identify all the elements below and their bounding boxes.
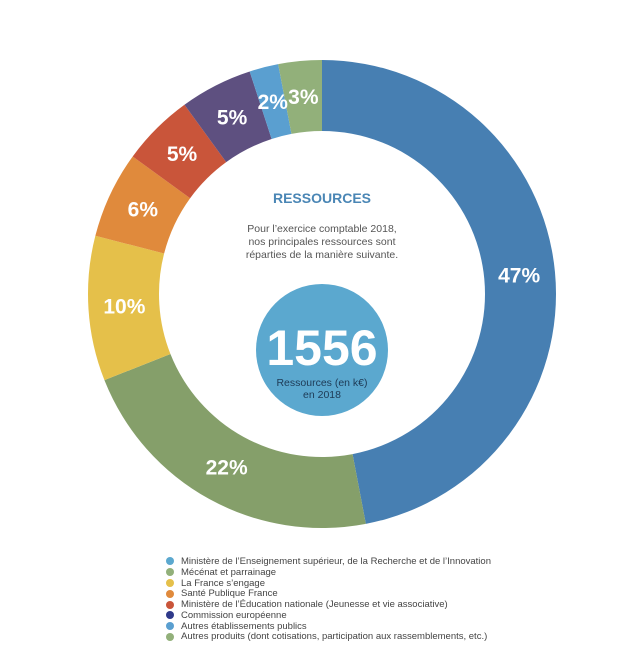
legend-dot bbox=[166, 557, 174, 566]
legend-item: La France s’engage bbox=[166, 578, 491, 589]
slice-value-label: 3% bbox=[288, 86, 319, 109]
intro-line-1: Pour l’exercice comptable 2018, bbox=[247, 223, 396, 235]
total-circle bbox=[256, 284, 388, 416]
donut-slices bbox=[87, 59, 557, 528]
legend-item: Ministère de l’Éducation nationale (Jeun… bbox=[166, 599, 491, 610]
legend-label: Mécénat et parrainage bbox=[181, 566, 277, 578]
total-value: 1556 bbox=[266, 320, 377, 376]
intro-line-2: nos principales ressources sont bbox=[248, 236, 395, 248]
intro-line-3: réparties de la manière suivante. bbox=[246, 249, 398, 261]
legend-item: Commission européenne bbox=[166, 610, 491, 621]
chart-heading: RESSOURCES bbox=[273, 190, 371, 206]
donut-slice bbox=[322, 59, 557, 524]
donut-slice bbox=[249, 64, 292, 139]
legend-label: La France s’engage bbox=[181, 577, 265, 589]
legend-item: Mécénat et parrainage bbox=[166, 567, 491, 578]
legend-dot bbox=[166, 632, 174, 641]
slice-value-label: 10% bbox=[103, 295, 145, 318]
legend-label: Autres produits (dont cotisations, parti… bbox=[181, 631, 488, 643]
slice-value-label: 6% bbox=[128, 199, 159, 222]
legend-dot bbox=[166, 600, 174, 609]
legend-item: Santé Publique France bbox=[166, 588, 491, 599]
legend-dot bbox=[166, 589, 174, 598]
legend-item: Ministère de l’Enseignement supérieur, d… bbox=[166, 556, 491, 567]
donut-chart: 47% 22% 10% 6% 5% 5% 2% 3% RESSOURCES Pour l’ex… bbox=[87, 59, 557, 528]
legend-label: Autres établissements publics bbox=[181, 620, 307, 632]
legend-item: Autres produits (dont cotisations, parti… bbox=[166, 631, 491, 643]
legend-dot bbox=[166, 568, 174, 577]
slice-value-label: 2% bbox=[258, 91, 289, 114]
legend-dot bbox=[166, 578, 174, 587]
total-caption-line-2: en 2018 bbox=[303, 389, 341, 401]
slice-value-label: 5% bbox=[167, 143, 198, 166]
legend-label: Ministère de l’Éducation nationale (Jeun… bbox=[181, 599, 448, 611]
legend: Ministère de l’Enseignement supérieur, d… bbox=[166, 556, 491, 642]
legend-label: Commission européenne bbox=[181, 609, 287, 621]
slice-value-label: 22% bbox=[206, 457, 248, 480]
legend-dot bbox=[166, 611, 174, 620]
legend-label: Santé Publique France bbox=[181, 588, 278, 600]
donut-slice bbox=[184, 71, 272, 163]
donut-slice bbox=[87, 235, 171, 381]
donut-slice bbox=[132, 104, 227, 199]
donut-slice bbox=[278, 60, 322, 134]
legend-dot bbox=[166, 622, 174, 631]
legend-item: Autres établissements publics bbox=[166, 621, 491, 632]
donut-slice bbox=[104, 354, 366, 528]
donut-slice bbox=[95, 156, 191, 254]
slice-value-label: 5% bbox=[217, 107, 248, 130]
legend-label: Ministère de l’Enseignement supérieur, d… bbox=[181, 555, 491, 567]
total-caption-line-1: Ressources (en k€) bbox=[276, 377, 367, 389]
slice-value-label: 47% bbox=[498, 264, 540, 287]
slice-labels: 47% 22% 10% 6% 5% 5% 2% 3% bbox=[103, 86, 540, 480]
